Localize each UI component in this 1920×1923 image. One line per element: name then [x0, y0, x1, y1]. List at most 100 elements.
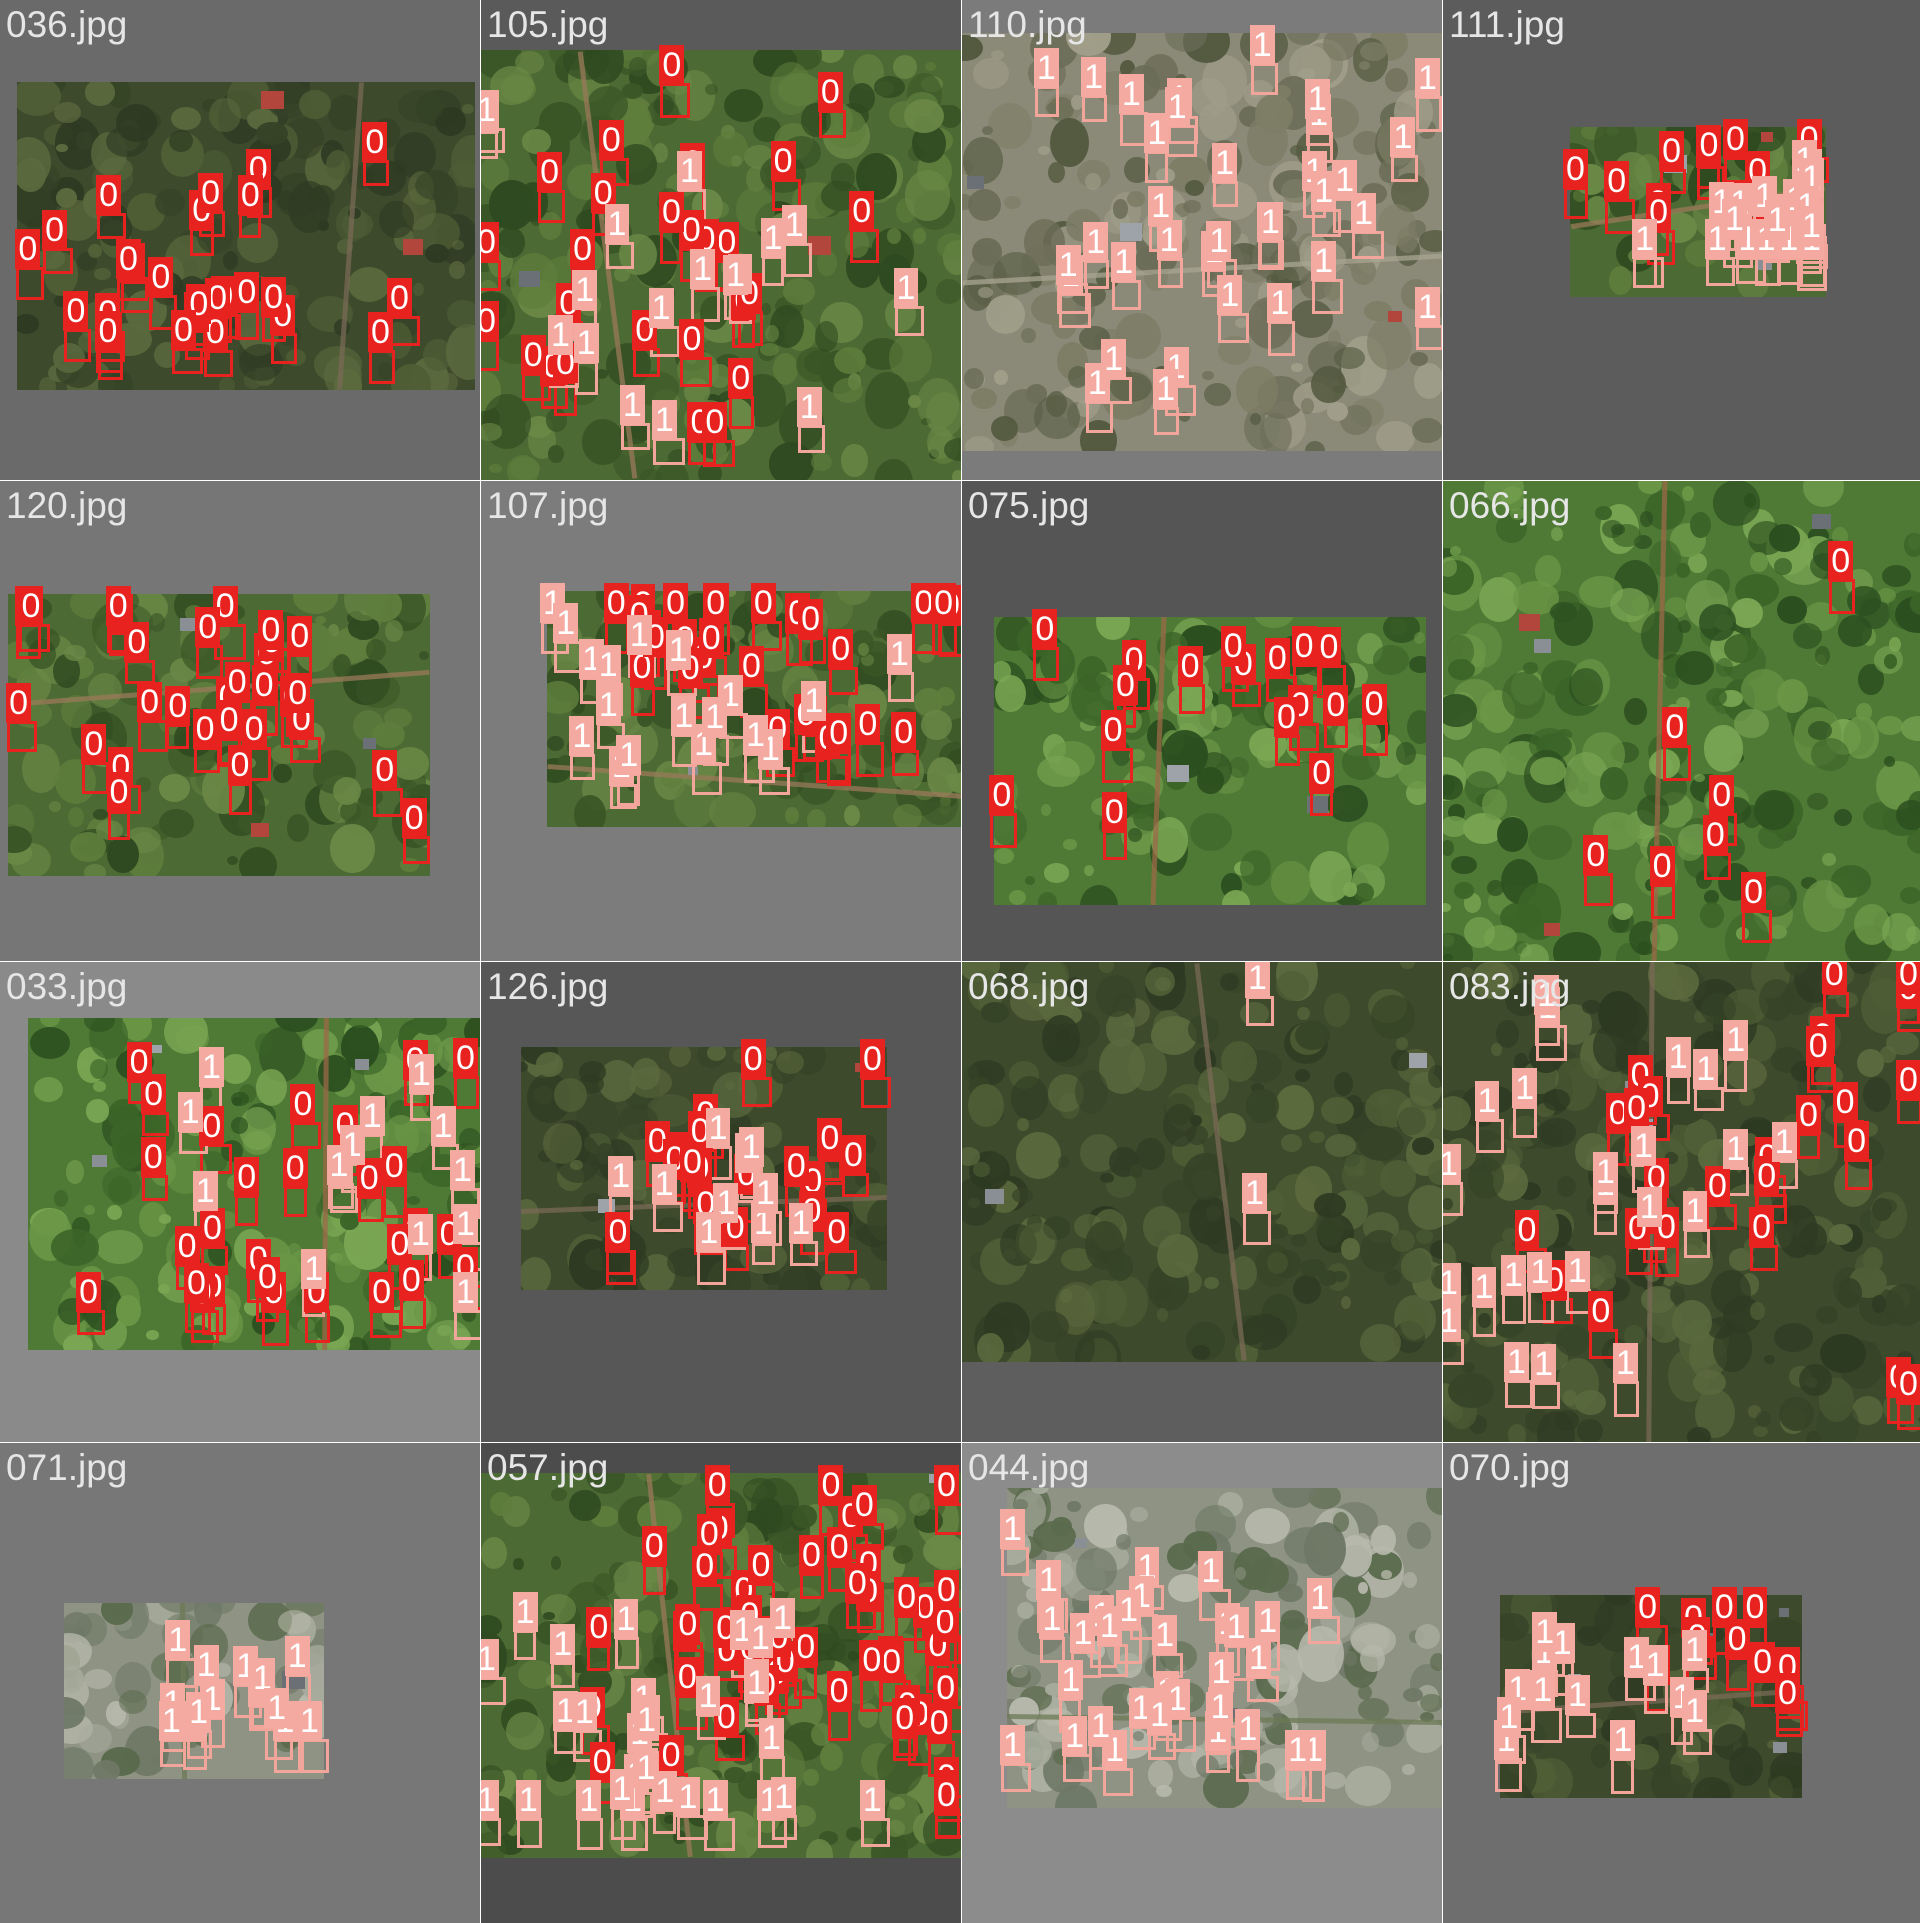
class-label: 1	[723, 255, 749, 296]
class-label: 0	[891, 712, 917, 753]
class-label: 1	[515, 1779, 541, 1820]
class-label: 0	[849, 191, 875, 232]
detection-box	[159, 1739, 186, 1768]
class-label: 0	[1649, 846, 1675, 887]
detection-box	[516, 1817, 542, 1849]
class-label: 1	[648, 288, 674, 329]
class-label: 0	[1220, 625, 1246, 666]
class-label: 0	[140, 1137, 166, 1178]
detection-box	[513, 1630, 536, 1660]
image-tile: 0000000000000000000000000000111111111111…	[0, 962, 480, 1442]
class-label: 0	[675, 1603, 701, 1644]
class-label: 0	[589, 1741, 615, 1782]
class-label: 0	[1844, 1120, 1869, 1161]
detection-box	[935, 1503, 961, 1536]
detection-box	[1504, 1380, 1534, 1409]
class-label: 0	[165, 686, 191, 727]
class-label: 0	[241, 708, 267, 749]
class-label: 0	[96, 174, 121, 215]
image-tile: 0 0 0 0 0 0 0 066.jpg	[1443, 481, 1920, 961]
class-label: 1	[430, 1105, 456, 1146]
class-label: 0	[237, 174, 263, 215]
class-label: 1	[796, 387, 822, 428]
class-label: 0	[1323, 685, 1349, 726]
class-label: 0	[826, 1527, 852, 1568]
class-label: 1	[553, 602, 579, 643]
class-label: 0	[372, 749, 398, 790]
detection-box	[370, 1310, 402, 1339]
detection-box	[138, 720, 169, 753]
class-label: 0	[1662, 707, 1688, 748]
aerial-photo	[962, 962, 1442, 1362]
class-label: 1	[1249, 25, 1275, 65]
detection-box	[481, 1818, 501, 1847]
class-label: 1	[550, 1624, 576, 1665]
class-label: 0	[826, 1670, 852, 1711]
class-label: 0	[1896, 962, 1920, 994]
class-label: 0	[1588, 1291, 1614, 1332]
image-filename: 070.jpg	[1449, 1447, 1571, 1488]
class-label: 0	[148, 256, 174, 297]
class-label: 1	[571, 1692, 597, 1733]
class-label: 1	[1503, 1342, 1529, 1383]
detection-box	[77, 1310, 106, 1335]
class-label: 0	[933, 1668, 959, 1709]
class-label: 1	[1764, 200, 1790, 241]
image-tile: 0000000000000000000001111111111126.jpg	[481, 962, 961, 1442]
detection-box	[1613, 1380, 1640, 1417]
class-label: 1	[738, 1126, 764, 1167]
class-label: 0	[659, 44, 685, 85]
detection-box	[1742, 909, 1773, 944]
class-label: 1	[1245, 962, 1270, 998]
detection-box	[454, 1310, 480, 1340]
detection-box	[1643, 1683, 1668, 1715]
class-label: 1	[1217, 275, 1243, 316]
class-label: 1	[453, 1272, 478, 1312]
detection-box	[1683, 1228, 1710, 1258]
class-label: 0	[287, 616, 313, 657]
class-label: 1	[1632, 219, 1658, 259]
detection-box	[373, 787, 404, 818]
class-label: 1	[1723, 1019, 1749, 1060]
detection-box	[171, 348, 203, 374]
detection-box	[842, 1172, 869, 1198]
class-label: 1	[651, 1163, 677, 1204]
detection-box	[1694, 1087, 1725, 1112]
class-label: 1	[1111, 241, 1137, 282]
detection-box	[369, 350, 395, 385]
detection-box	[19, 624, 51, 652]
class-label: 1	[1088, 1706, 1114, 1747]
class-label: 1	[569, 715, 595, 756]
detection-box	[1666, 1075, 1690, 1104]
class-label: 0	[1101, 791, 1127, 832]
class-label: 1	[1102, 1730, 1128, 1770]
class-label: 0	[381, 1146, 407, 1186]
class-label: 1	[1390, 116, 1416, 157]
detection-box	[1001, 1546, 1030, 1577]
class-label: 1	[1147, 1695, 1173, 1736]
class-label: 1	[1198, 1550, 1224, 1591]
detection-box	[1531, 1707, 1562, 1743]
image-tile: 0000000000000000000000000011111111111111…	[481, 0, 961, 480]
class-label: 1	[1081, 57, 1107, 98]
detection-box	[1247, 1675, 1279, 1702]
building-roof	[1534, 638, 1552, 653]
class-label: 1	[1062, 1715, 1088, 1756]
class-label: 0	[934, 1775, 959, 1816]
class-label: 1	[192, 1171, 218, 1212]
class-label: 1	[677, 151, 702, 192]
class-label: 0	[1821, 962, 1847, 994]
detection-box	[1565, 1713, 1596, 1739]
class-label: 0	[605, 1212, 631, 1252]
detection-box	[1243, 1210, 1272, 1245]
class-label: 0	[894, 1577, 920, 1618]
class-label: 0	[1828, 541, 1854, 582]
class-label: 0	[702, 402, 728, 442]
detection-box	[1502, 1292, 1527, 1324]
class-label: 0	[1309, 753, 1335, 794]
detection-box	[1063, 1753, 1093, 1782]
class-label: 1	[481, 1639, 499, 1680]
detection-box	[196, 644, 224, 680]
class-label: 1	[1156, 219, 1182, 260]
detection-box	[1633, 257, 1658, 288]
